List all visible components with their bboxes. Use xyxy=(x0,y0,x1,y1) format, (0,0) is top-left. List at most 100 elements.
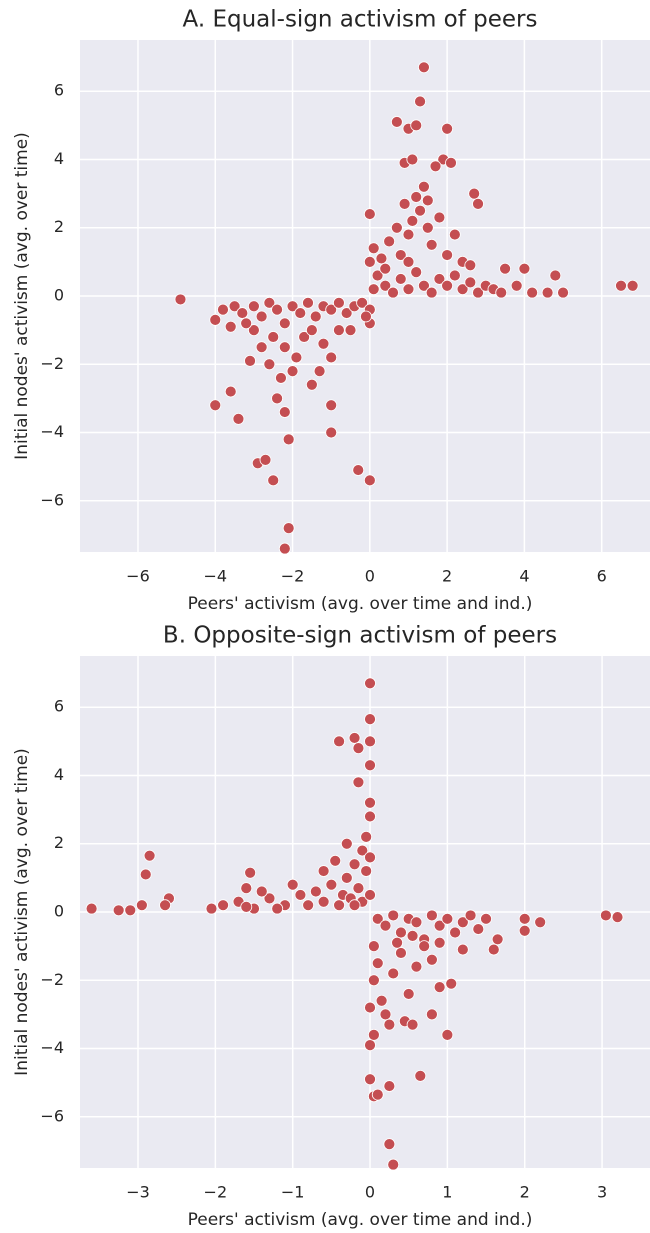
y-tick-label: 0 xyxy=(54,286,64,305)
point xyxy=(286,300,299,313)
y-tick-label: 4 xyxy=(54,765,64,784)
x-tick-label: −2 xyxy=(204,1183,228,1202)
point xyxy=(209,313,222,326)
point xyxy=(302,899,315,912)
point xyxy=(290,351,303,364)
point xyxy=(278,406,291,418)
point xyxy=(379,279,392,292)
point xyxy=(255,341,268,354)
x-tick-label: −2 xyxy=(281,567,305,586)
point xyxy=(340,871,353,884)
point xyxy=(418,180,430,193)
point xyxy=(394,249,407,261)
point xyxy=(112,904,125,917)
point xyxy=(518,924,531,937)
point xyxy=(364,713,376,726)
point xyxy=(433,936,446,949)
point xyxy=(445,156,457,169)
point xyxy=(309,310,322,323)
point xyxy=(414,95,426,108)
point xyxy=(255,310,268,323)
point xyxy=(247,300,260,313)
point xyxy=(425,1008,438,1021)
point xyxy=(363,255,376,268)
point xyxy=(395,947,407,959)
point xyxy=(611,911,624,924)
point xyxy=(441,1028,454,1041)
x-axis-label: Peers' activism (avg. over time and ind.… xyxy=(188,594,533,614)
point xyxy=(402,283,415,296)
point xyxy=(302,296,314,309)
point xyxy=(364,677,376,690)
point xyxy=(360,865,373,877)
plot: −6 −4 −2 0 2 4 6 −6 −4 −2 0 2 4 6 A. Equal-sign activi… xyxy=(12,7,650,614)
point xyxy=(333,899,345,912)
point xyxy=(402,255,415,268)
point xyxy=(387,286,399,299)
point xyxy=(387,909,400,922)
x-tick-label: −1 xyxy=(281,1183,305,1202)
point xyxy=(224,320,237,333)
point xyxy=(480,912,492,925)
point xyxy=(464,909,477,922)
point xyxy=(375,252,388,265)
point xyxy=(379,919,392,932)
x-tick-label: −3 xyxy=(126,1183,150,1202)
point xyxy=(433,211,446,224)
point xyxy=(433,919,446,932)
point xyxy=(526,286,539,299)
point xyxy=(410,191,423,203)
point xyxy=(348,899,361,912)
point xyxy=(325,878,338,891)
point xyxy=(263,296,276,309)
point xyxy=(367,940,380,953)
point xyxy=(344,324,357,337)
point xyxy=(364,735,376,748)
point xyxy=(217,899,229,912)
point xyxy=(394,273,407,285)
point xyxy=(325,303,338,316)
point xyxy=(244,866,257,879)
point xyxy=(383,235,396,248)
plot: −3 −2 −1 0 1 2 3 −6 −4 −2 0 2 4 6 B. Opposite-sign act… xyxy=(12,623,650,1230)
point xyxy=(352,776,365,789)
point xyxy=(278,317,291,330)
point xyxy=(375,994,388,1007)
point xyxy=(363,208,376,220)
point xyxy=(449,926,462,939)
x-tick-label: 0 xyxy=(365,567,375,586)
point xyxy=(232,412,245,425)
point xyxy=(402,988,415,1000)
point xyxy=(421,221,434,234)
point xyxy=(364,1039,376,1052)
point xyxy=(205,902,218,915)
point xyxy=(534,916,547,929)
point xyxy=(333,735,345,748)
point xyxy=(367,242,380,255)
point xyxy=(278,542,291,555)
point xyxy=(448,269,461,282)
point xyxy=(275,372,287,384)
point xyxy=(418,940,431,953)
point xyxy=(333,296,345,309)
point xyxy=(456,283,469,296)
point xyxy=(159,899,171,912)
point xyxy=(421,194,434,207)
point xyxy=(371,957,384,970)
y-tick-label: 0 xyxy=(54,902,64,921)
point xyxy=(406,215,419,227)
point xyxy=(224,385,237,398)
point xyxy=(464,276,477,289)
point xyxy=(352,464,365,476)
point xyxy=(391,936,403,949)
y-tick-label: 4 xyxy=(54,149,64,168)
point xyxy=(414,1069,427,1082)
point xyxy=(390,116,403,128)
y-tick-label: −6 xyxy=(40,1106,64,1125)
point xyxy=(282,433,295,446)
point xyxy=(371,1088,384,1101)
point xyxy=(429,160,442,173)
point xyxy=(263,358,276,371)
point xyxy=(410,119,423,132)
